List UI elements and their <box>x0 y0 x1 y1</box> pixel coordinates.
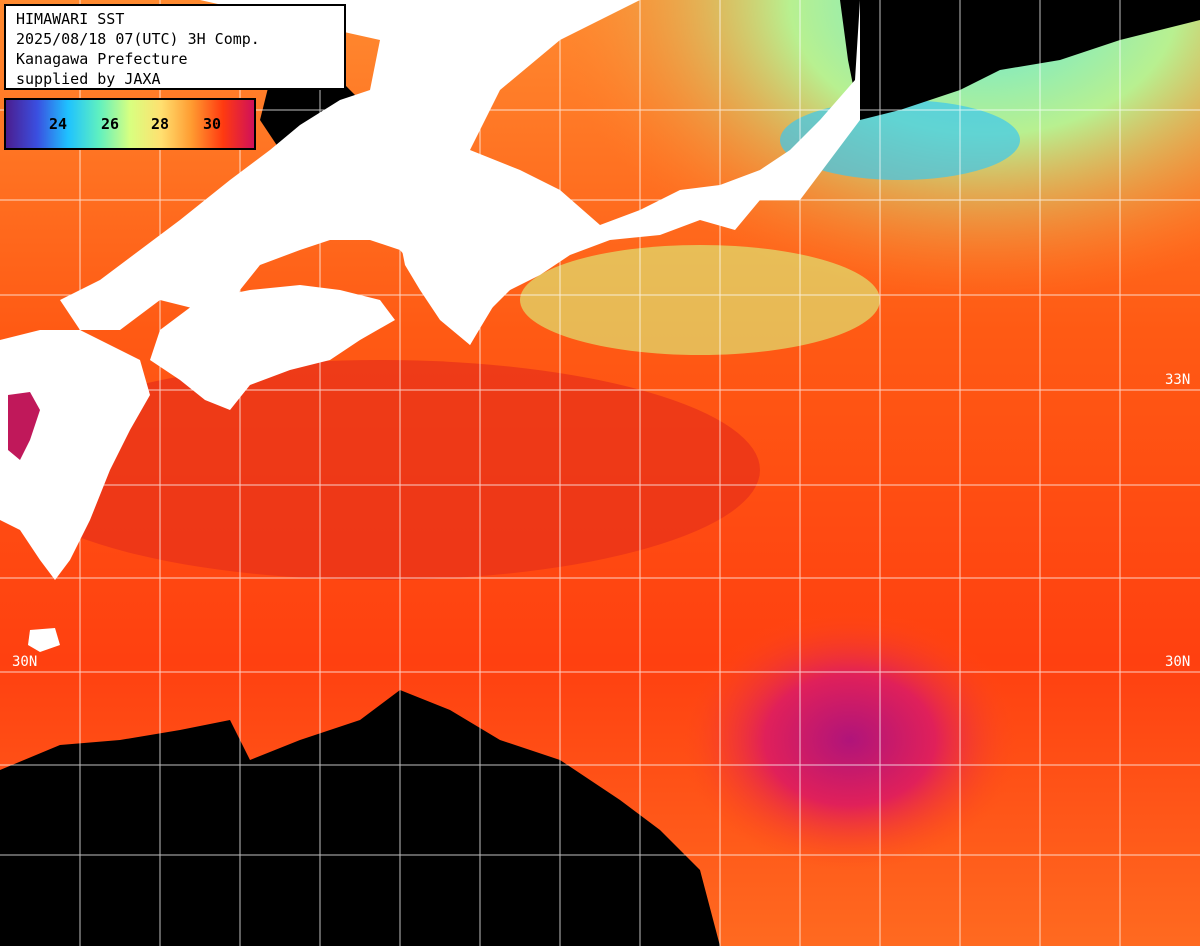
legend-ticks: 24 26 28 30 <box>6 115 254 135</box>
legend-tick-30: 30 <box>202 115 222 133</box>
lat-label-30n-right: 30N <box>1165 654 1191 670</box>
legend-tick-26: 26 <box>100 115 120 133</box>
cloud-mask-south <box>0 690 720 946</box>
title-line-prefecture: Kanagawa Prefecture <box>16 50 188 68</box>
temperature-legend: 24 26 28 30 <box>4 98 256 150</box>
top-marker-label: E <box>485 2 494 18</box>
cloud-mask-northeast <box>840 0 1200 120</box>
land-shikoku <box>150 285 395 410</box>
title-line-satellite: HIMAWARI SST <box>16 10 125 28</box>
legend-tick-28: 28 <box>150 115 170 133</box>
cool-sea-north <box>480 0 1200 500</box>
land-kyushu <box>0 330 150 580</box>
title-line-datetime: 2025/08/18 07(UTC) 3H Comp. <box>16 30 260 48</box>
lat-label-33n-right: 33N <box>1165 372 1191 388</box>
cool-plume <box>520 245 880 355</box>
hot-coastal-strip <box>8 392 40 460</box>
title-line-supplier: supplied by JAXA <box>16 70 161 88</box>
hot-core <box>680 610 1020 870</box>
lat-label-33-left: 33 <box>12 372 29 388</box>
legend-tick-24: 24 <box>48 115 68 133</box>
land-honshu <box>60 0 860 345</box>
lat-label-30n-left: 30N <box>12 654 38 670</box>
title-box: HIMAWARI SST 2025/08/18 07(UTC) 3H Comp.… <box>4 4 346 90</box>
land-kii <box>400 230 520 345</box>
land-island-south <box>28 628 60 652</box>
